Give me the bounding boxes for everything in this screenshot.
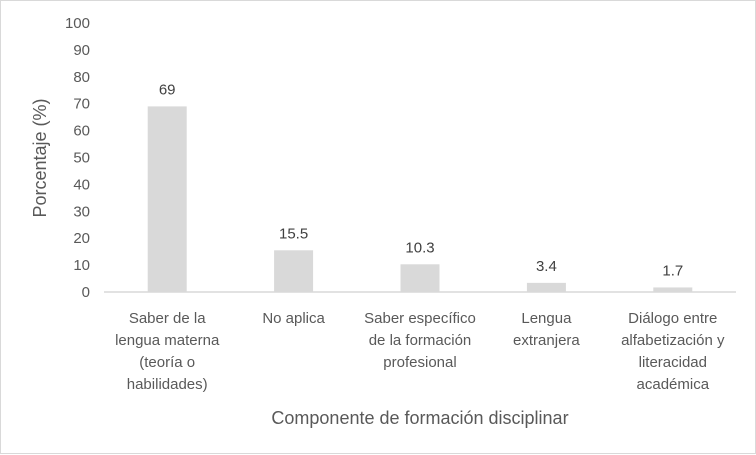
data-label: 3.4 bbox=[536, 258, 557, 275]
y-axis-ticks: 0 10 20 30 40 50 60 70 80 90 100 bbox=[65, 15, 90, 301]
bar bbox=[400, 264, 440, 292]
bar bbox=[274, 250, 314, 292]
x-category-label: Saber de la lengua materna (teoría o habili… bbox=[115, 310, 220, 393]
y-tick-label: 20 bbox=[73, 230, 90, 247]
bar bbox=[653, 287, 693, 292]
x-category-label: No aplica bbox=[262, 310, 325, 327]
category-labels: Saber de la lengua materna (teoría o habili… bbox=[115, 310, 725, 393]
y-tick-label: 30 bbox=[73, 203, 90, 220]
data-label: 10.3 bbox=[405, 239, 434, 256]
data-label: 15.5 bbox=[279, 225, 308, 242]
y-tick-label: 90 bbox=[73, 42, 90, 59]
data-label: 69 bbox=[159, 81, 176, 98]
y-tick-label: 100 bbox=[65, 15, 90, 32]
y-tick-label: 80 bbox=[73, 69, 90, 86]
y-tick-label: 70 bbox=[73, 96, 90, 113]
data-labels: 69 15.5 10.3 3.4 1.7 bbox=[159, 81, 683, 279]
y-tick-label: 40 bbox=[73, 176, 90, 193]
y-axis-title: Porcentaje (%) bbox=[30, 98, 50, 217]
bar bbox=[526, 282, 566, 292]
x-axis-title: Componente de formación disciplinar bbox=[271, 408, 568, 428]
x-category-label: Saber específico de la formación profesion… bbox=[364, 310, 476, 371]
bar bbox=[147, 106, 187, 292]
y-tick-label: 0 bbox=[82, 284, 90, 301]
bars bbox=[147, 106, 693, 292]
data-label: 1.7 bbox=[662, 262, 683, 279]
y-tick-label: 10 bbox=[73, 257, 90, 274]
x-category-label: Diálogo entre alfabetización y literacidad… bbox=[621, 310, 725, 393]
y-tick-label: 50 bbox=[73, 150, 90, 167]
x-category-label: Lengua extranjera bbox=[513, 310, 580, 349]
y-tick-label: 60 bbox=[73, 123, 90, 140]
